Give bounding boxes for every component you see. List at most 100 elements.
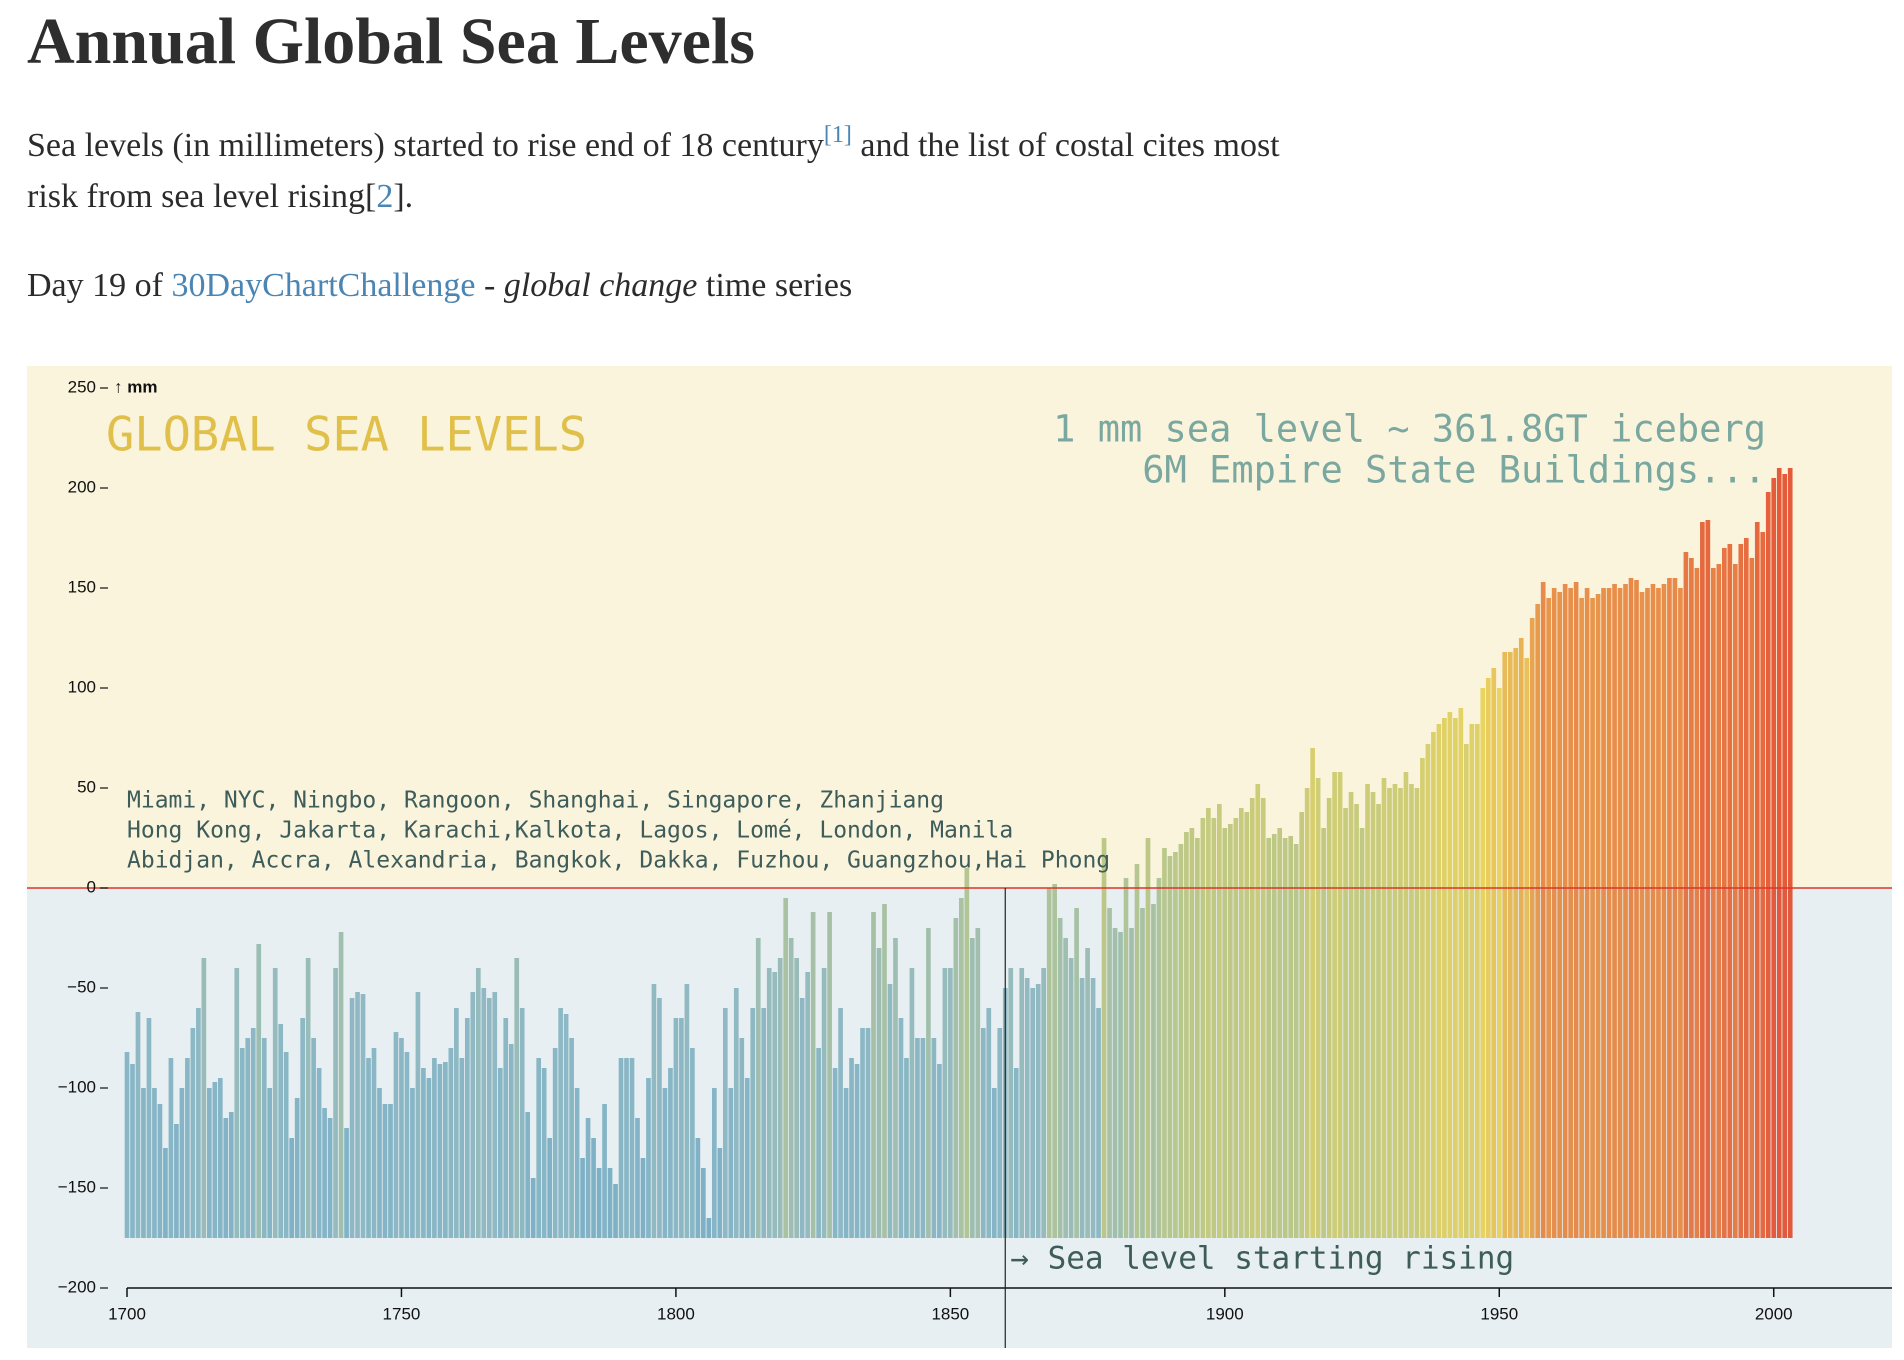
bar — [898, 1018, 904, 1238]
bar — [426, 1078, 432, 1238]
bar — [964, 868, 970, 1238]
bar — [146, 1018, 152, 1238]
bar — [393, 1032, 399, 1238]
bar — [1354, 804, 1359, 1238]
bar — [1518, 638, 1524, 1238]
bar — [849, 1058, 854, 1238]
bar — [1442, 718, 1447, 1238]
bar — [1705, 520, 1711, 1238]
bar — [1392, 784, 1398, 1238]
bar — [245, 1038, 251, 1238]
bar — [1590, 598, 1595, 1238]
bar — [152, 1088, 157, 1238]
bar — [1469, 724, 1475, 1238]
bar — [1266, 838, 1272, 1238]
annotation: → Sea level starting rising — [1010, 1241, 1514, 1277]
bar — [1776, 468, 1782, 1238]
bar — [563, 1014, 569, 1238]
bar — [530, 1178, 536, 1238]
bar — [1090, 978, 1096, 1238]
bar — [991, 1088, 997, 1238]
bar — [1134, 864, 1140, 1238]
bar — [212, 1082, 218, 1238]
bar — [338, 932, 344, 1238]
bar — [1068, 958, 1074, 1238]
bar — [536, 1058, 542, 1238]
bar — [931, 1038, 937, 1238]
bar — [1529, 618, 1535, 1238]
bar — [267, 1088, 273, 1238]
bar — [1145, 838, 1151, 1238]
bar — [1568, 588, 1573, 1238]
chart-subtitle: 1 mm sea level ~ 361.8GT iceberg — [1053, 408, 1766, 451]
bar — [223, 1118, 229, 1238]
bar — [475, 968, 481, 1238]
bar — [569, 1038, 574, 1238]
y-tick-label: −150 — [58, 1177, 96, 1196]
bar — [1288, 836, 1294, 1238]
bar — [1749, 558, 1755, 1238]
bar — [399, 1038, 404, 1238]
bar — [717, 1148, 723, 1238]
bar — [135, 1012, 141, 1238]
bar — [256, 944, 262, 1238]
bar — [1260, 798, 1266, 1238]
bar — [497, 1068, 503, 1238]
bar — [519, 1008, 525, 1238]
bar — [217, 1078, 223, 1238]
bar — [695, 1138, 701, 1238]
bar — [596, 1168, 602, 1238]
bar — [382, 1104, 388, 1238]
bar — [794, 958, 800, 1238]
text: and the list of costal cites most risk f… — [27, 127, 1280, 215]
reference-link[interactable]: 2 — [376, 178, 394, 215]
bar — [1381, 778, 1387, 1238]
bar — [333, 968, 338, 1238]
bar — [1101, 838, 1107, 1238]
bar — [1085, 948, 1090, 1238]
bar — [1403, 772, 1409, 1238]
bar — [1623, 584, 1628, 1238]
bar — [635, 1118, 640, 1238]
bar — [766, 968, 772, 1238]
bar — [1112, 928, 1118, 1238]
bar — [415, 992, 421, 1238]
bar — [613, 1184, 618, 1238]
bar — [305, 958, 311, 1238]
bar — [1628, 578, 1634, 1238]
bar — [201, 958, 207, 1238]
bar — [986, 1008, 992, 1238]
bar — [1661, 584, 1667, 1238]
bar — [1156, 878, 1162, 1238]
bar — [668, 1068, 673, 1238]
bar — [739, 1038, 745, 1238]
challenge-link[interactable]: 30DayChartChallenge — [171, 267, 476, 304]
bar — [355, 992, 360, 1238]
bar — [1096, 1008, 1101, 1238]
bar — [783, 898, 789, 1238]
reference-link[interactable]: [1] — [823, 122, 852, 148]
bar — [1184, 832, 1189, 1238]
bar — [1173, 852, 1178, 1238]
bar — [673, 1018, 679, 1238]
page-title: Annual Global Sea Levels — [27, 5, 755, 78]
bar — [1249, 798, 1255, 1238]
bar — [1480, 688, 1486, 1238]
bar — [470, 992, 476, 1238]
bar — [316, 1068, 322, 1238]
bar — [1782, 474, 1788, 1238]
bar — [547, 1138, 552, 1238]
bar — [1030, 988, 1036, 1238]
bar — [168, 1058, 174, 1238]
bar — [865, 1028, 871, 1238]
bar — [1370, 792, 1376, 1238]
y-tick-label: 200 — [68, 477, 96, 496]
bar — [366, 1058, 371, 1238]
bar — [876, 948, 882, 1238]
bar — [832, 1068, 838, 1238]
bar — [810, 912, 816, 1238]
bar — [1057, 918, 1063, 1238]
bar — [1140, 908, 1145, 1238]
text: - — [475, 267, 504, 304]
bar — [942, 968, 948, 1238]
